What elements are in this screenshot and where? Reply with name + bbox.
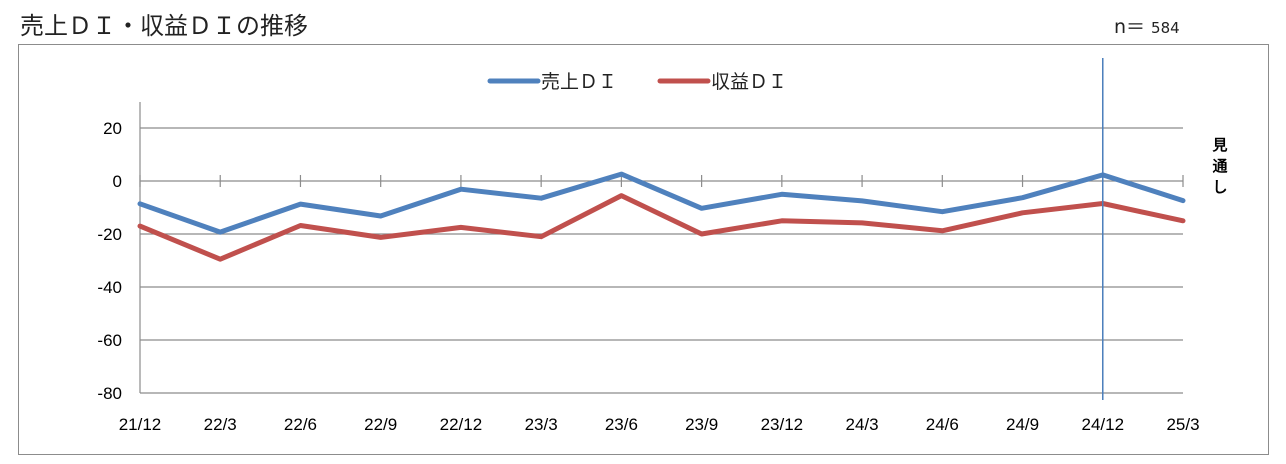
x-tick-label-24/6: 24/6 xyxy=(926,415,959,434)
chart-frame xyxy=(18,44,1269,455)
y-tick-label-20: 20 xyxy=(103,119,122,138)
y-tick-label--20: -20 xyxy=(97,225,122,244)
x-tick-label-22/6: 22/6 xyxy=(284,415,317,434)
chart-title: 売上ＤＩ・収益ＤＩの推移 xyxy=(20,12,308,40)
x-tick-label-23/9: 23/9 xyxy=(685,415,718,434)
x-tick-label-22/9: 22/9 xyxy=(364,415,397,434)
forecast-annotation: 見通し xyxy=(1102,58,1228,400)
x-tick-label-25/3: 25/3 xyxy=(1166,415,1199,434)
forecast-label-char-0: 見 xyxy=(1211,136,1227,154)
legend-label-1: 収益ＤＩ xyxy=(711,71,787,93)
x-tick-label-24/9: 24/9 xyxy=(1006,415,1039,434)
x-tick-label-23/12: 23/12 xyxy=(761,415,804,434)
x-tick-label-23/6: 23/6 xyxy=(605,415,638,434)
legend-label-0: 売上ＤＩ xyxy=(541,71,617,93)
y-tick-label--40: -40 xyxy=(97,278,122,297)
series-line-0 xyxy=(137,171,1186,235)
forecast-label-char-2: し xyxy=(1212,178,1227,196)
series-lines xyxy=(137,171,1186,262)
y-tick-label-0: 0 xyxy=(113,172,122,191)
gridlines xyxy=(140,127,1183,394)
x-tick-label-24/12: 24/12 xyxy=(1081,415,1124,434)
series-line-1 xyxy=(137,193,1186,262)
y-tick-label--80: -80 xyxy=(97,384,122,403)
axes xyxy=(139,102,1184,393)
x-tick-label-22/3: 22/3 xyxy=(204,415,237,434)
x-tick-label-24/3: 24/3 xyxy=(846,415,879,434)
forecast-label-char-1: 通 xyxy=(1212,157,1227,175)
x-tick-label-21/12: 21/12 xyxy=(119,415,162,434)
x-tick-label-23/3: 23/3 xyxy=(525,415,558,434)
tick-labels: 20 0 -20 -40 -60 -80 21/12 22/3 22/6 22/9 22/12 23/… xyxy=(97,119,1199,434)
sample-size-value: 584 xyxy=(1151,19,1180,37)
legend: 売上ＤＩ 収益ＤＩ xyxy=(487,71,787,93)
y-tick-label--60: -60 xyxy=(97,331,122,350)
sample-size: n＝ 584 xyxy=(1114,12,1180,39)
x-tick-label-22/12: 22/12 xyxy=(440,415,483,434)
sample-size-label: n＝ xyxy=(1114,16,1146,38)
